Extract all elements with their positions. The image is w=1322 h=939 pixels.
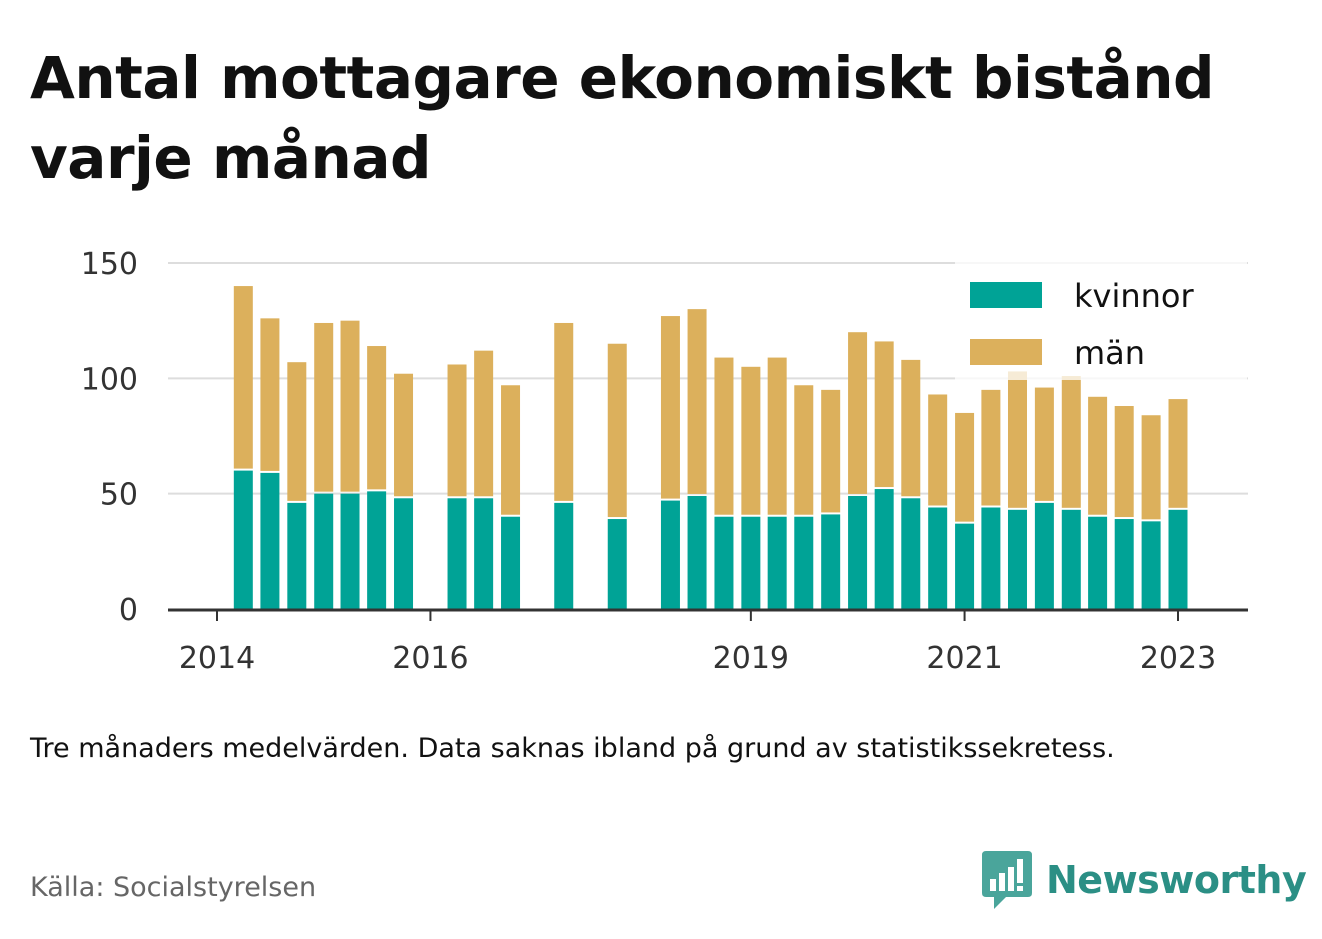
y-tick-label: 150 xyxy=(81,247,138,282)
bar-kvinnor xyxy=(660,500,680,609)
bar-kvinnor xyxy=(767,516,787,609)
y-tick-label: 100 xyxy=(81,362,138,397)
bar-man xyxy=(794,385,814,515)
bar-man xyxy=(955,412,975,522)
bar-man xyxy=(1141,415,1161,520)
y-axis-ticks: 0 50 100 150 xyxy=(81,247,138,628)
bar-man xyxy=(1034,387,1054,501)
bar-man xyxy=(607,343,627,518)
chart-note: Tre månaders medelvärden. Data saknas ib… xyxy=(30,733,1115,764)
bar-man xyxy=(687,309,707,494)
bar-man xyxy=(821,389,841,513)
legend-swatch-man xyxy=(970,339,1042,365)
bar-man xyxy=(1061,376,1081,508)
x-tick-label: 2021 xyxy=(926,641,1002,676)
legend-label-kvinnor: kvinnor xyxy=(1074,277,1195,315)
bar-kvinnor xyxy=(821,514,841,609)
bar-man xyxy=(714,357,734,515)
legend: kvinnor män xyxy=(955,262,1247,380)
bars xyxy=(233,286,1188,609)
bar-kvinnor xyxy=(1141,521,1161,609)
bar-man xyxy=(1168,399,1188,508)
y-tick-label: 0 xyxy=(119,593,138,628)
bar-kvinnor xyxy=(1114,519,1134,609)
brand-name: Newsworthy xyxy=(1046,858,1307,902)
x-tick-label: 2016 xyxy=(392,641,468,676)
bar-kvinnor xyxy=(1088,516,1108,609)
bar-man xyxy=(394,373,414,497)
bar-man xyxy=(767,357,787,515)
brand-logo[interactable]: Newsworthy xyxy=(980,848,1307,912)
bar-man xyxy=(260,318,280,471)
x-tick-label: 2023 xyxy=(1140,641,1216,676)
bar-man xyxy=(660,316,680,499)
legend-label-man: män xyxy=(1074,334,1145,372)
bar-kvinnor xyxy=(554,502,574,609)
bar-kvinnor xyxy=(901,498,921,609)
bar-man xyxy=(981,389,1001,506)
newsworthy-logo-icon xyxy=(982,851,1032,909)
bar-kvinnor xyxy=(848,495,868,609)
bar-kvinnor xyxy=(928,507,948,609)
bar-kvinnor xyxy=(314,493,334,609)
bar-man xyxy=(1088,396,1108,515)
x-tick-label: 2019 xyxy=(713,641,789,676)
bar-man xyxy=(928,394,948,506)
bar-kvinnor xyxy=(501,516,521,609)
bar-man xyxy=(554,322,574,501)
bar-kvinnor xyxy=(340,493,360,609)
bar-kvinnor xyxy=(741,516,761,609)
bar-man xyxy=(901,359,921,497)
bar-man xyxy=(340,320,360,492)
bar-kvinnor xyxy=(687,495,707,609)
bar-man xyxy=(741,366,761,515)
bar-kvinnor xyxy=(607,519,627,609)
bar-kvinnor xyxy=(874,489,894,609)
bar-man xyxy=(1114,406,1134,518)
bar-man xyxy=(314,322,334,492)
bar-kvinnor xyxy=(287,502,307,609)
source-credit: Källa: Socialstyrelsen xyxy=(30,872,317,903)
bar-man xyxy=(848,332,868,494)
bar-kvinnor xyxy=(367,491,387,609)
bar-kvinnor xyxy=(981,507,1001,609)
bar-man xyxy=(1007,371,1027,508)
bar-kvinnor xyxy=(794,516,814,609)
bar-kvinnor xyxy=(474,498,494,609)
bar-man xyxy=(233,286,253,469)
bar-kvinnor xyxy=(1061,509,1081,609)
bar-man xyxy=(874,341,894,488)
bar-kvinnor xyxy=(1168,509,1188,609)
bar-kvinnor xyxy=(394,498,414,609)
bar-kvinnor xyxy=(955,523,975,609)
bar-kvinnor xyxy=(233,470,253,609)
bar-man xyxy=(501,385,521,515)
legend-swatch-kvinnor xyxy=(970,282,1042,308)
bar-man xyxy=(447,364,467,497)
bar-kvinnor xyxy=(1007,509,1027,609)
bar-man xyxy=(287,362,307,501)
x-tick-label: 2014 xyxy=(179,641,255,676)
bar-kvinnor xyxy=(1034,502,1054,609)
x-axis-ticks: 2014 2016 2019 2021 2023 xyxy=(179,611,1216,676)
bar-man xyxy=(474,350,494,497)
bar-kvinnor xyxy=(260,472,280,609)
bar-kvinnor xyxy=(714,516,734,609)
y-tick-label: 50 xyxy=(100,478,138,513)
chart-title: Antal mottagare ekonomiskt bistånd varje… xyxy=(30,44,1215,192)
bar-kvinnor xyxy=(447,498,467,609)
bar-man xyxy=(367,346,387,490)
stacked-bar-chart: 0 50 100 150 2014 2016 2019 2021 2023 kvinnor m… xyxy=(81,247,1248,676)
